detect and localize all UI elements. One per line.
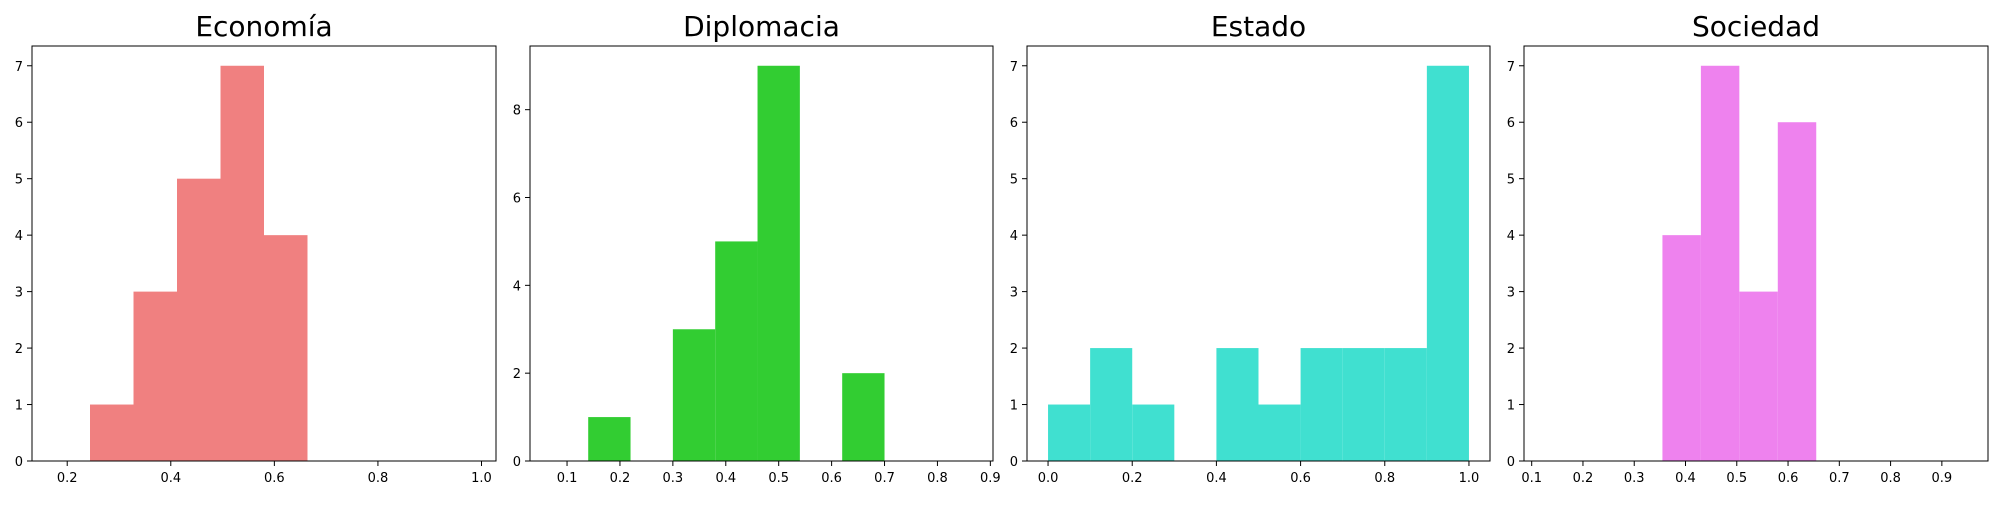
y-tick-label: 4 <box>513 279 521 294</box>
histogram-bar <box>90 404 134 461</box>
x-tick-label: 0.3 <box>1624 471 1645 486</box>
axes-frame <box>1523 45 1989 462</box>
x-tick-label: 0.7 <box>1829 471 1850 486</box>
panel-2: 0.1 0.2 0.3 0.4 0.5 0.6 0.7 0.8 0.9 0 2 4 6 8 Diplomac… <box>513 10 1001 486</box>
histogram-bar <box>1700 65 1740 461</box>
x-tick-label: 0.7 <box>874 471 895 486</box>
y-tick-label: 5 <box>1507 173 1515 188</box>
panel-title: Diplomacia <box>683 10 840 43</box>
axes-frame <box>31 45 497 462</box>
histogram-bar <box>177 178 221 461</box>
y-tick-label: 4 <box>15 229 23 244</box>
histogram-bar <box>133 291 177 461</box>
x-tick-label: 0.2 <box>1573 471 1594 486</box>
histogram-bar <box>1739 291 1778 461</box>
y-tick-label: 2 <box>15 342 23 357</box>
y-tick-label: 0 <box>513 455 521 470</box>
panel-4: 0.1 0.2 0.3 0.4 0.5 0.6 0.7 0.8 0.9 0 1 2 3 4 5 6 7 Socie… <box>1507 10 1989 486</box>
histogram-bar <box>220 65 264 461</box>
y-tick-label: 5 <box>15 173 23 188</box>
histogram-bar <box>757 65 800 461</box>
x-tick-label: 0.0 <box>1038 471 1059 486</box>
x-tick-label: 0.2 <box>1122 471 1143 486</box>
histogram-bar <box>1662 235 1701 461</box>
x-tick-label: 1.0 <box>1459 471 1480 486</box>
x-tick-label: 0.4 <box>1675 471 1696 486</box>
histogram-bar <box>1090 348 1133 461</box>
histogram-bar <box>588 417 631 461</box>
x-tick-label: 0.3 <box>663 471 684 486</box>
y-tick-label: 0 <box>1507 455 1515 470</box>
y-tick-label: 3 <box>15 286 23 301</box>
panel-title: Economía <box>195 10 332 43</box>
x-tick-label: 1.0 <box>471 471 492 486</box>
x-tick-label: 0.8 <box>368 471 389 486</box>
y-tick-label: 7 <box>15 60 23 75</box>
y-tick-label: 1 <box>1010 399 1018 414</box>
x-tick-label: 0.4 <box>160 471 181 486</box>
y-tick-label: 2 <box>1507 342 1515 357</box>
x-tick-label: 0.6 <box>821 471 842 486</box>
x-tick-label: 0.8 <box>927 471 948 486</box>
panel-title: Sociedad <box>1692 10 1820 43</box>
y-tick-label: 2 <box>513 367 521 382</box>
histogram-bar <box>1216 348 1259 461</box>
histogram-bar <box>715 241 758 461</box>
y-tick-label: 6 <box>15 116 23 131</box>
y-tick-label: 4 <box>1010 229 1018 244</box>
histogram-bar <box>1048 404 1091 461</box>
y-tick-label: 7 <box>1010 60 1018 75</box>
histogram-bar <box>1426 65 1469 461</box>
x-tick-label: 0.5 <box>1726 471 1747 486</box>
histogram-bar <box>1258 404 1301 461</box>
x-tick-label: 0.4 <box>1206 471 1227 486</box>
x-tick-label: 0.5 <box>768 471 789 486</box>
x-tick-label: 0.9 <box>1932 471 1953 486</box>
x-tick-label: 0.6 <box>1778 471 1799 486</box>
panel-title: Estado <box>1211 10 1306 43</box>
panel-3: 0.0 0.2 0.4 0.6 0.8 1.0 0 1 2 3 4 5 6 7 Estado <box>1010 10 1491 486</box>
y-tick-label: 1 <box>15 399 23 414</box>
y-tick-label: 6 <box>513 192 521 207</box>
y-tick-label: 8 <box>513 104 521 119</box>
histogram-bar <box>1384 348 1427 461</box>
y-tick-label: 3 <box>1507 286 1515 301</box>
histogram-bar <box>1300 348 1343 461</box>
histogram-bar <box>842 373 885 461</box>
axes-frame <box>529 45 994 462</box>
histogram-bar <box>672 329 716 461</box>
y-tick-label: 3 <box>1010 286 1018 301</box>
histogram-bar <box>1777 122 1817 461</box>
x-tick-label: 0.8 <box>1374 471 1395 486</box>
x-tick-label: 0.8 <box>1880 471 1901 486</box>
panel-1: 0.2 0.4 0.6 0.8 1.0 0 1 2 3 4 5 6 7 Economía <box>15 10 497 486</box>
x-tick-label: 0.9 <box>980 471 1001 486</box>
y-tick-label: 7 <box>1507 60 1515 75</box>
x-tick-label: 0.6 <box>264 471 285 486</box>
x-tick-label: 0.1 <box>1521 471 1542 486</box>
y-tick-label: 2 <box>1010 342 1018 357</box>
y-tick-label: 1 <box>1507 399 1515 414</box>
y-tick-label: 0 <box>15 455 23 470</box>
x-tick-label: 0.4 <box>715 471 736 486</box>
histogram-bar <box>1342 348 1385 461</box>
y-tick-label: 6 <box>1507 116 1515 131</box>
axes-frame <box>1026 45 1491 462</box>
y-tick-label: 0 <box>1010 455 1018 470</box>
histogram-bar <box>264 235 308 461</box>
x-tick-label: 0.6 <box>1290 471 1311 486</box>
histogram-bar <box>1132 404 1175 461</box>
x-tick-label: 0.2 <box>610 471 631 486</box>
y-tick-label: 6 <box>1010 116 1018 131</box>
x-tick-label: 0.2 <box>57 471 78 486</box>
y-tick-label: 4 <box>1507 229 1515 244</box>
x-tick-label: 0.1 <box>557 471 578 486</box>
y-tick-label: 5 <box>1010 173 1018 188</box>
